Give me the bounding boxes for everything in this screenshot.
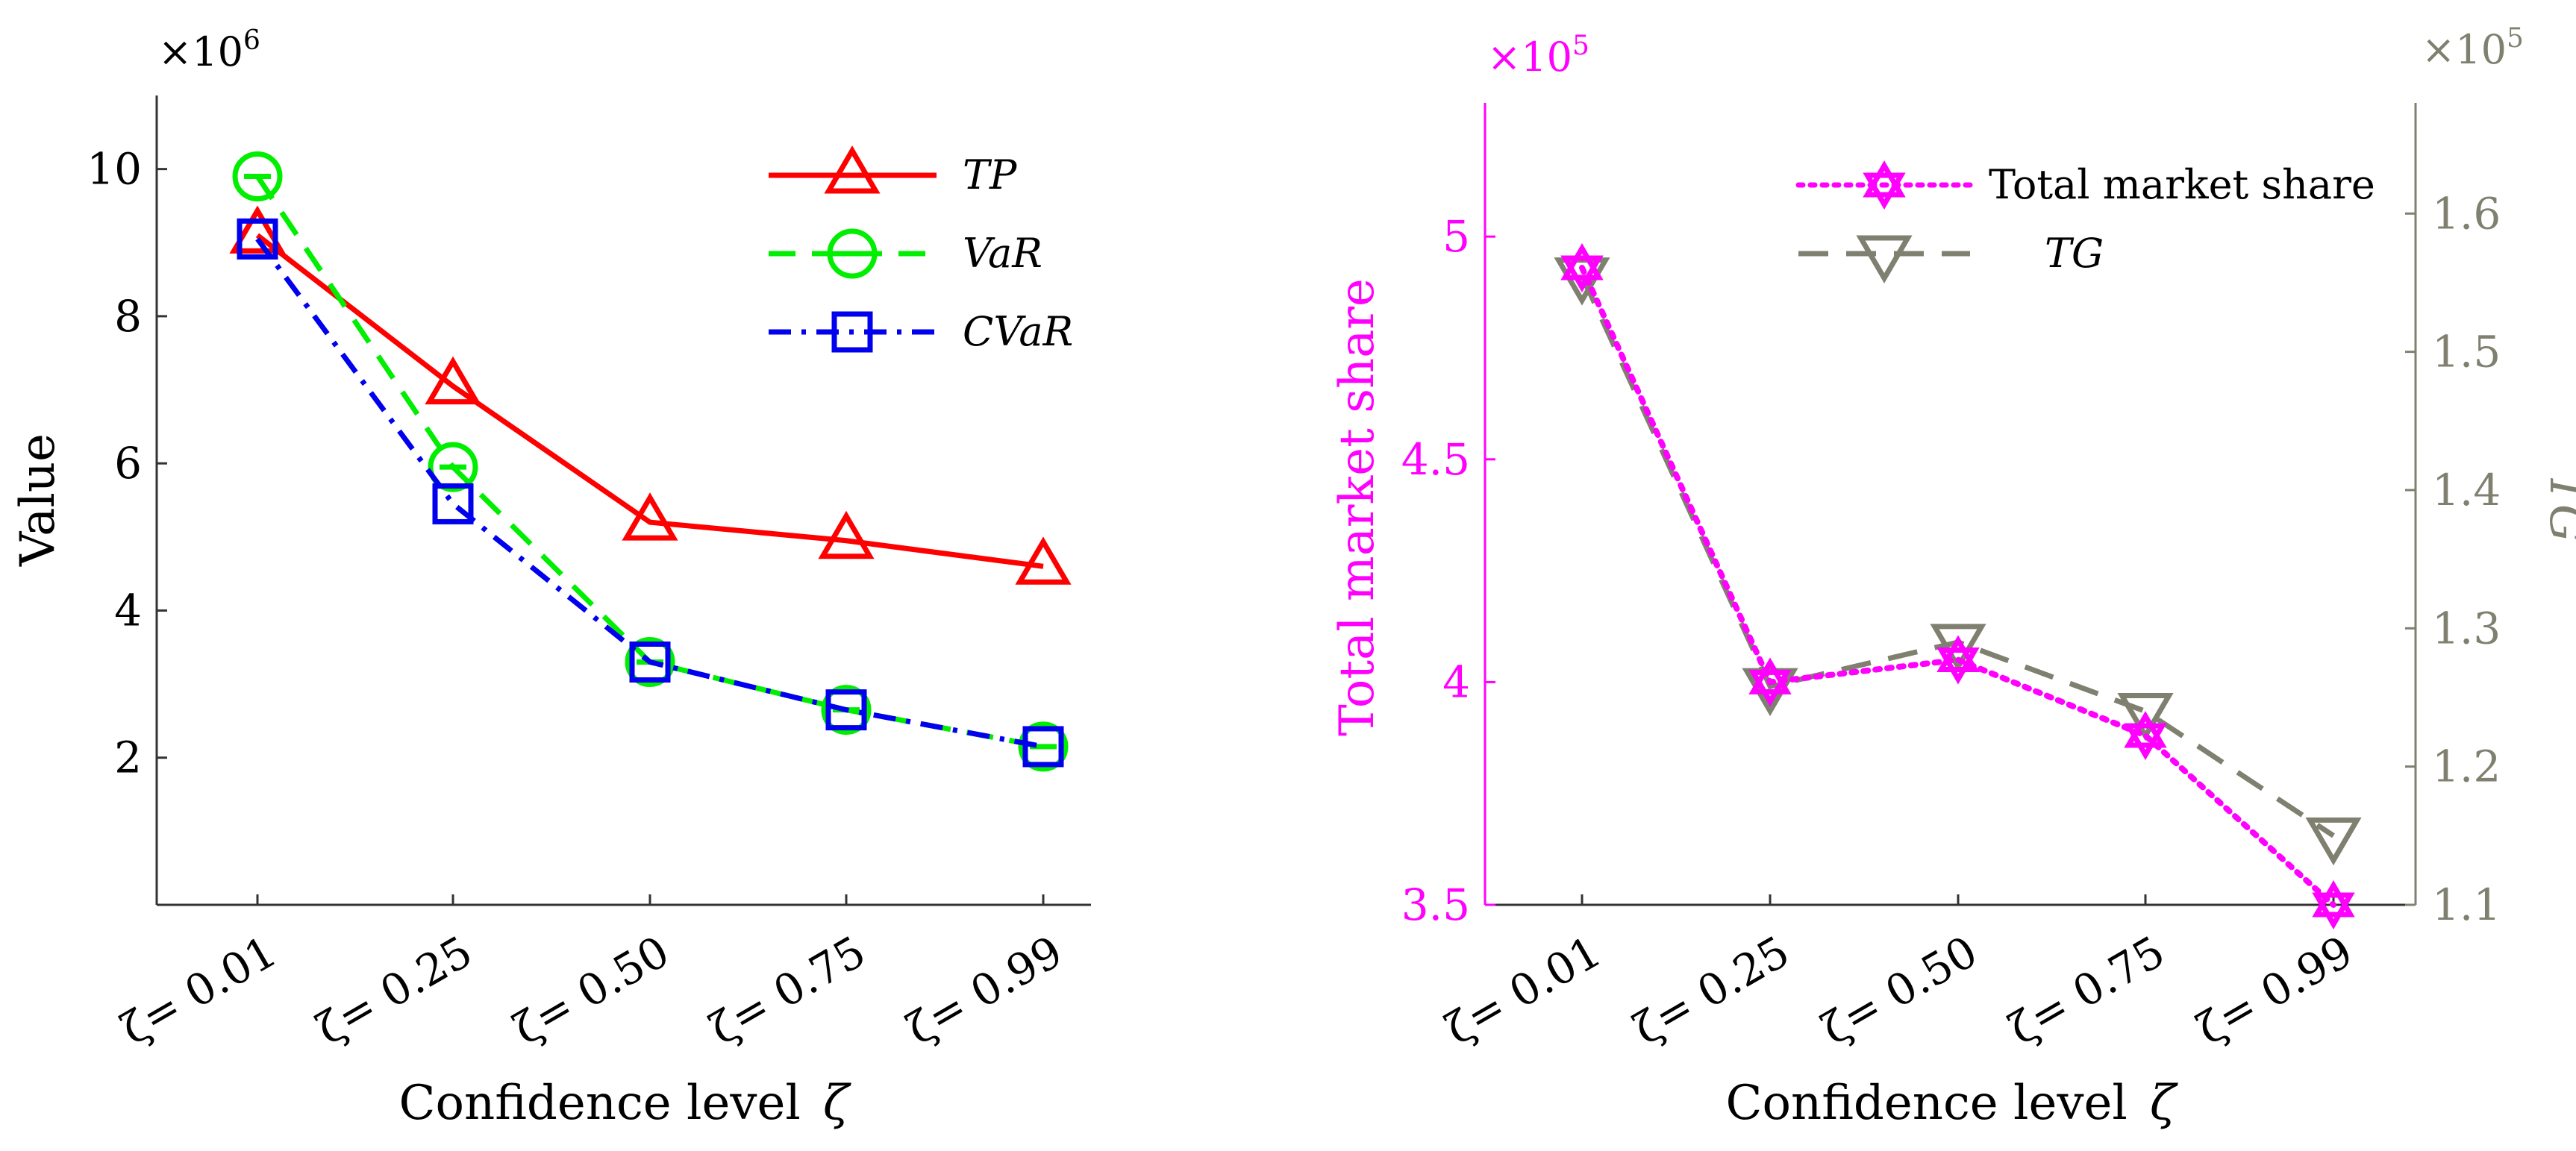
left-legend: TP VaR CVaR [769,145,1073,355]
left-y-tick-label: 8 [114,291,142,342]
right-right-y-multiplier: ×105 [2422,23,2524,73]
right-right-y-tick-label: 1.1 [2432,879,2501,930]
left-x-tick-label: ζ= 0.99 [898,926,1071,1055]
legend-item-tg: TG [1798,230,2104,283]
right-x-tick-label: ζ= 0.99 [2189,926,2361,1055]
left-y-tick-label: 2 [114,733,142,783]
right-right-y-tick-label: 1.2 [2432,741,2501,792]
right-right-y-tick-label: 1.6 [2432,188,2501,239]
legend-item-var: VaR [769,228,1042,279]
legend-label-var: VaR [963,230,1042,277]
left-x-ticks: ζ= 0.01 ζ= 0.25 ζ= 0.50 ζ= 0.75 ζ= 0.99 [113,894,1071,1055]
data-point-tp [229,205,286,254]
right-right-y-axis-label: TG [2539,472,2576,542]
data-point-var [428,442,478,492]
series-line-total-market-share [1579,264,2336,908]
legend-marker-cvar [831,311,873,353]
series-line-tp [255,233,1044,569]
right-x-axis-label: Confidence level ζ [1725,1076,2178,1131]
data-point-tg [2117,693,2174,741]
right-legend: Total market share TG [1795,160,2375,283]
right-x-tick-label: ζ= 0.75 [2001,926,2173,1055]
data-point-tp [1015,536,1072,585]
right-x-tick-label: ζ= 0.01 [1437,926,1610,1055]
left-x-tick-label: ζ= 0.01 [113,926,285,1055]
legend-item-total-market-share: Total market share [1795,160,2375,210]
right-left-y-tick-label: 4 [1442,656,1470,707]
left-y-tick-label: 4 [114,585,142,636]
legend-marker-total-market-share [1863,160,1906,210]
series-line-cvar [255,237,1044,750]
legend-marker-tp [824,145,881,194]
right-left-y-ticks: 3.5 4 4.5 5 [1401,211,1495,930]
left-chart: 2 4 6 8 10 ζ= 0.01 ζ= 0.25 ζ= 0.50 ζ= 0.75 ζ= 0.… [10,25,1091,1131]
right-right-y-tick-label: 1.4 [2432,465,2501,515]
left-x-tick-label: ζ= 0.50 [505,926,678,1055]
data-point-tp [622,492,678,541]
data-point-total-market-share [1748,657,1792,707]
left-plot-frame [155,95,1091,906]
data-point-total-market-share [2124,711,2167,761]
right-plot-frame [1484,103,2417,906]
left-y-tick-label: 10 [87,144,142,195]
data-point-var [232,151,283,201]
left-y-ticks: 2 4 6 8 10 [87,144,167,783]
legend-label-tp: TP [963,151,1018,198]
left-x-axis-label: Confidence level ζ [398,1076,851,1131]
legend-marker-var [827,228,878,279]
left-x-tick-label: ζ= 0.25 [308,926,481,1055]
data-point-total-market-share [1560,242,1604,292]
legend-marker-tg [1856,235,1913,283]
legend-item-tp: TP [769,145,1018,198]
right-right-y-ticks: 1.1 1.2 1.3 1.4 1.5 1.6 [2405,188,2501,930]
right-x-tick-label: ζ= 0.25 [1625,926,1798,1055]
right-x-ticks: ζ= 0.01 ζ= 0.25 ζ= 0.50 ζ= 0.75 ζ= 0.99 [1437,894,2361,1055]
right-left-y-tick-label: 3.5 [1401,879,1470,930]
data-point-cvar [629,642,671,683]
right-chart: 3.544.55 1.11.21.31.41.51.6 ζ= 0.01 ζ= 0.… [1330,23,2576,1131]
right-right-y-tick-label: 1.5 [2432,327,2501,377]
data-point-tg [1930,624,1986,672]
right-left-y-multiplier: ×105 [1487,31,1589,81]
legend-label-tg: TG [2045,230,2104,277]
data-point-cvar [237,218,278,260]
left-y-tick-label: 6 [114,438,142,489]
legend-label-total-market-share: Total market share [1989,161,2375,208]
right-x-tick-label: ζ= 0.50 [1813,926,1986,1055]
right-series [1554,242,2362,929]
legend-item-cvar: CVaR [769,308,1073,355]
legend-label-cvar: CVaR [963,308,1073,355]
data-point-tg [2305,817,2362,866]
left-x-tick-label: ζ= 0.75 [701,926,874,1055]
right-left-y-axis-label: Total market share [1330,278,1385,736]
data-point-total-market-share [2312,880,2355,929]
data-point-tp [818,510,875,559]
series-line-tg [1579,275,2335,838]
data-point-tp [425,356,481,405]
right-left-y-tick-label: 5 [1442,211,1470,262]
left-y-multiplier: ×106 [158,25,260,75]
left-series [229,151,1072,772]
right-right-y-tick-label: 1.3 [2432,603,2501,653]
right-left-y-tick-label: 4.5 [1401,434,1470,485]
data-point-cvar [825,689,867,731]
left-y-axis-label: Value [10,433,66,567]
data-point-cvar [1022,726,1064,768]
data-point-total-market-share [1936,635,1980,685]
data-point-cvar [432,483,474,524]
